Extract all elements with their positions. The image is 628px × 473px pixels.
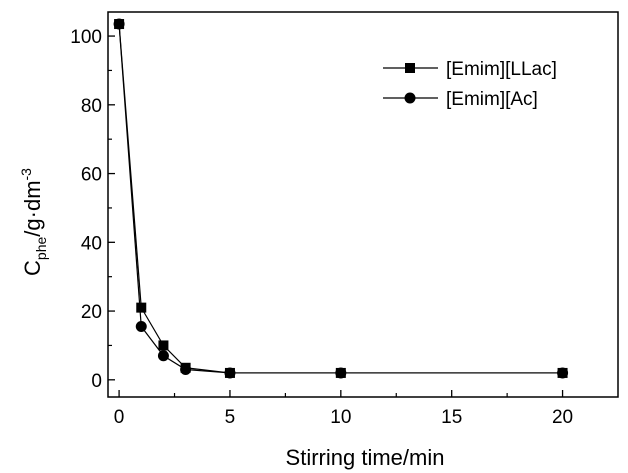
data-point xyxy=(224,367,236,379)
axes xyxy=(107,11,619,398)
y-ticks: 0 20 40 60 80 100 xyxy=(70,27,115,392)
y-tick-label: 0 xyxy=(91,371,102,392)
x-tick-label: 15 xyxy=(441,407,462,428)
y-axis-title: Cphe/g·dm-3 xyxy=(18,168,49,276)
y-axis-title-unit: /g·dm xyxy=(20,180,45,236)
legend-label: [Emim][LLac] xyxy=(446,59,557,80)
y-tick-label: 60 xyxy=(81,165,102,186)
y-tick-label: 80 xyxy=(81,96,102,117)
x-axis-title: Stirring time/min xyxy=(286,445,445,470)
x-ticks: 0 5 10 15 20 xyxy=(114,390,573,428)
plot-frame xyxy=(107,11,619,398)
data-point xyxy=(335,367,347,379)
data-point xyxy=(557,367,569,379)
legend-marker xyxy=(404,92,416,104)
data-point xyxy=(113,18,125,30)
data-point xyxy=(135,321,147,333)
y-axis-title-subscript: phe xyxy=(33,237,49,261)
series-2 xyxy=(113,18,569,379)
x-tick-label: 10 xyxy=(330,407,351,428)
x-tick-label: 0 xyxy=(114,407,125,428)
series-group xyxy=(113,18,569,379)
y-axis-title-main: C xyxy=(20,260,45,276)
legend-label: [Emim][Ac] xyxy=(446,89,538,110)
data-point xyxy=(136,302,147,313)
y-tick-label: 20 xyxy=(81,302,102,323)
data-point xyxy=(180,364,192,375)
data-point xyxy=(158,340,169,351)
x-tick-label: 20 xyxy=(552,407,573,428)
y-axis-title-superscript: -3 xyxy=(18,168,34,181)
y-tick-label: 40 xyxy=(81,233,102,254)
y-tick-label: 100 xyxy=(70,27,102,48)
legend: [Emim][LLac] [Emim][Ac] xyxy=(383,59,557,110)
data-point xyxy=(157,350,169,362)
legend-marker xyxy=(405,63,415,73)
x-tick-label: 5 xyxy=(225,407,236,428)
